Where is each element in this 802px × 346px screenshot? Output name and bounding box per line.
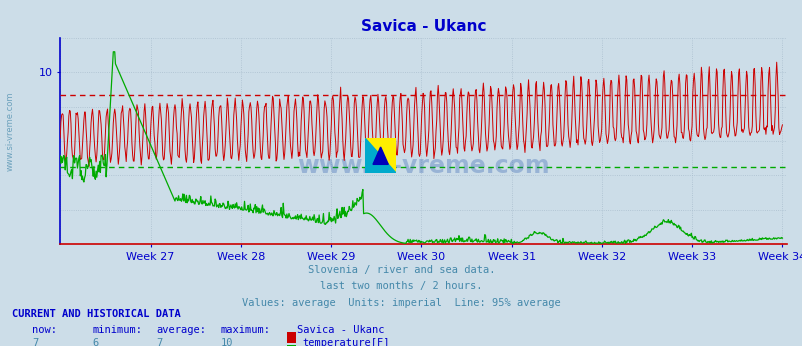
Title: Savica - Ukanc: Savica - Ukanc <box>360 19 486 34</box>
Text: Values: average  Units: imperial  Line: 95% average: Values: average Units: imperial Line: 95… <box>242 298 560 308</box>
Text: 10: 10 <box>221 338 233 346</box>
Polygon shape <box>372 147 388 164</box>
Text: now:: now: <box>32 325 57 335</box>
Text: maximum:: maximum: <box>221 325 270 335</box>
Text: average:: average: <box>156 325 206 335</box>
Text: temperature[F]: temperature[F] <box>302 338 389 346</box>
Text: 6: 6 <box>92 338 99 346</box>
Text: 7: 7 <box>156 338 163 346</box>
Polygon shape <box>365 138 395 173</box>
Text: last two months / 2 hours.: last two months / 2 hours. <box>320 281 482 291</box>
Text: minimum:: minimum: <box>92 325 142 335</box>
Text: www.si-vreme.com: www.si-vreme.com <box>6 92 15 171</box>
Text: Slovenia / river and sea data.: Slovenia / river and sea data. <box>307 265 495 275</box>
Text: www.si-vreme.com: www.si-vreme.com <box>297 154 549 178</box>
Text: 7: 7 <box>32 338 38 346</box>
Text: CURRENT AND HISTORICAL DATA: CURRENT AND HISTORICAL DATA <box>12 309 180 319</box>
Text: Savica - Ukanc: Savica - Ukanc <box>297 325 384 335</box>
Polygon shape <box>365 138 395 173</box>
